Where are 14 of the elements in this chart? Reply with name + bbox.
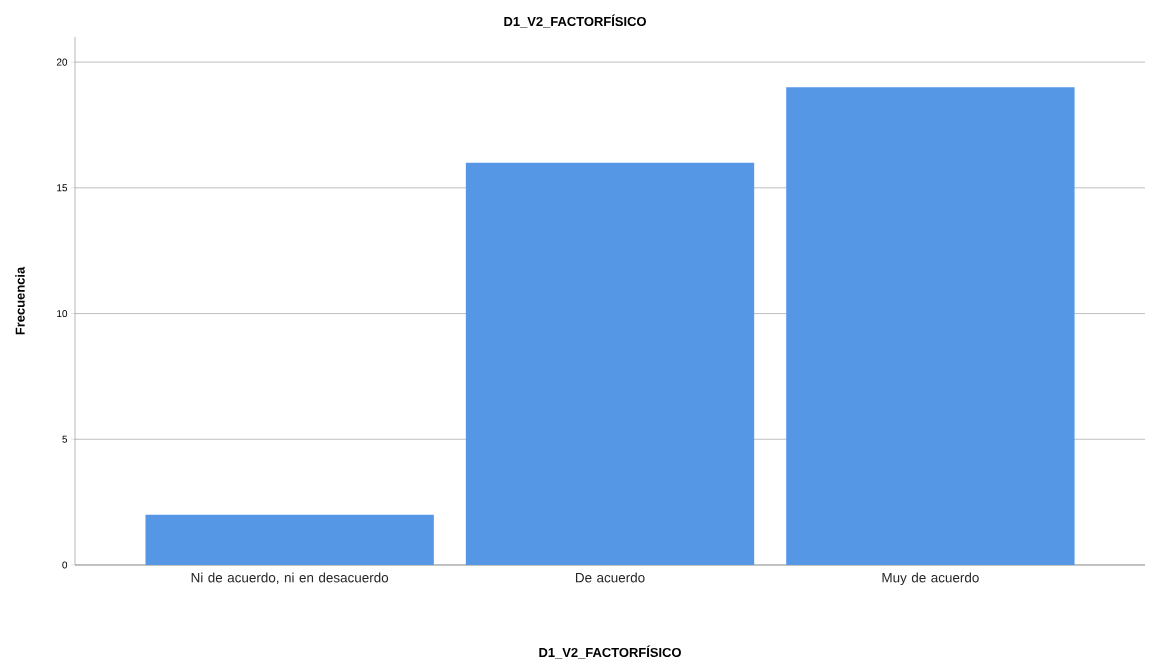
y-axis-title: Frecuencia (15, 266, 25, 335)
y-tick-label: 20 (56, 58, 68, 66)
y-tick-label: 5 (62, 435, 68, 443)
x-tick-label: Muy de acuerdo (882, 572, 979, 586)
bar (786, 87, 1075, 565)
bar (145, 514, 434, 565)
bar (465, 162, 755, 565)
x-axis-title: D1_V2_FACTORFÍSICO (539, 645, 681, 659)
chart-title: D1_V2_FACTORFÍSICO (504, 14, 646, 28)
y-tick-label: 10 (57, 310, 68, 318)
y-tick-label: 15 (57, 184, 68, 192)
y-tick-label: 0 (62, 561, 68, 569)
x-tick-label: De acuerdo (575, 572, 645, 583)
x-tick-label: Ni de acuerdo, ni en desacuerdo (191, 572, 389, 584)
